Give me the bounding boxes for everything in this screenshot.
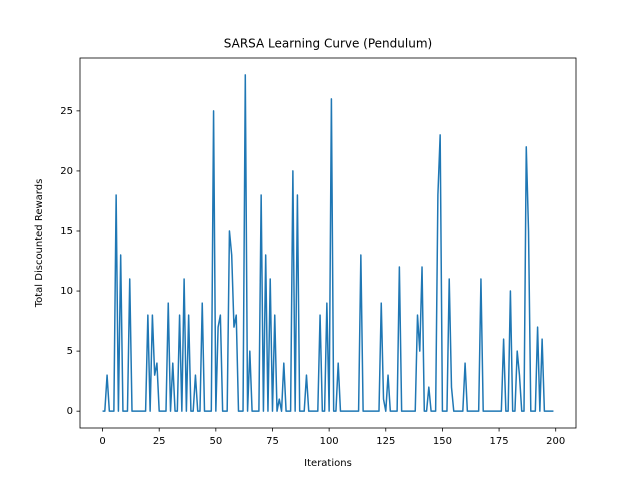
chart-title: SARSA Learning Curve (Pendulum) [224, 37, 432, 51]
y-tick-label: 25 [60, 106, 73, 117]
y-tick-label: 5 [67, 346, 73, 357]
x-tick-label: 50 [209, 436, 222, 447]
y-tick-label: 0 [67, 406, 73, 417]
x-tick-label: 175 [490, 436, 509, 447]
y-tick-label: 20 [60, 166, 73, 177]
x-tick-label: 0 [99, 436, 105, 447]
y-tick-label: 10 [60, 286, 73, 297]
x-tick-label: 125 [376, 436, 395, 447]
x-tick-label: 150 [433, 436, 452, 447]
x-tick-label: 25 [153, 436, 166, 447]
x-axis-label: Iterations [304, 458, 352, 469]
y-tick-label: 15 [60, 226, 73, 237]
plot-frame [79, 57, 577, 429]
y-axis-label: Total Discounted Rewards [34, 179, 45, 309]
x-tick-label: 100 [320, 436, 339, 447]
line-series [102, 74, 554, 412]
x-tick-label: 75 [266, 436, 279, 447]
x-tick-label: 200 [546, 436, 565, 447]
